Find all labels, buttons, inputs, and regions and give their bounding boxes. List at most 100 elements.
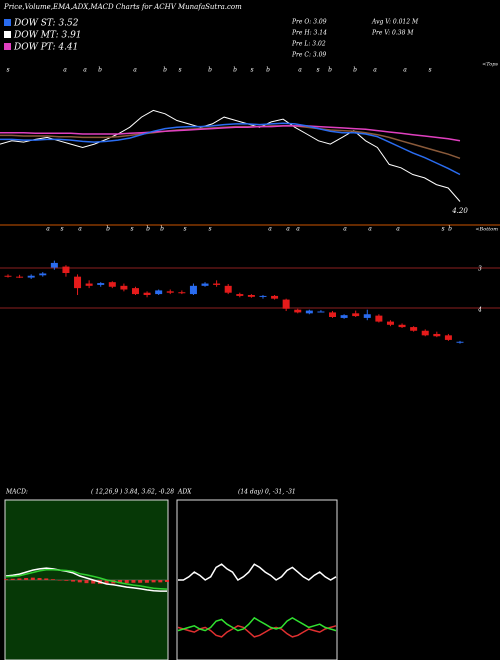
signal-marker: a: [298, 67, 302, 74]
histogram-bar: [4, 579, 8, 580]
histogram-bar: [124, 580, 129, 584]
candle-body: [375, 315, 383, 322]
candle-body: [120, 285, 128, 290]
signal-marker: a: [133, 67, 137, 74]
signal-marker: a: [403, 67, 407, 74]
signal-marker: s: [428, 67, 431, 74]
histogram-bar: [64, 580, 69, 581]
histogram-bar: [10, 578, 15, 580]
candle-body: [247, 295, 255, 297]
signal-marker: s: [60, 226, 63, 233]
candle-body: [155, 290, 163, 295]
histogram-bar: [44, 578, 49, 580]
histogram-bar: [131, 580, 136, 583]
signal-marker: b: [233, 67, 237, 74]
candle-body: [108, 282, 116, 287]
signal-marker: a: [63, 67, 67, 74]
candle-body: [189, 285, 197, 295]
candle-body: [282, 299, 290, 309]
candle-body: [62, 266, 70, 273]
panel-subtitle: ( 12,26,9 ) 3.84, 3.62, -0.28: [91, 489, 174, 496]
signal-marker: b: [106, 226, 110, 233]
histogram-bar: [104, 580, 109, 584]
histogram-bar: [118, 580, 123, 584]
info-label: Pre V: 0.38 M: [371, 30, 414, 37]
signal-marker: b: [353, 67, 357, 74]
signal-marker: b: [448, 226, 452, 233]
legend-swatch: [4, 43, 11, 50]
histogram-bar: [50, 579, 55, 580]
candle-body: [27, 275, 35, 278]
legend-label: DOW MT: 3.91: [13, 31, 82, 41]
panel-subtitle: (14 day) 0, -31, -31: [238, 489, 296, 496]
candle-body: [236, 294, 244, 296]
signal-marker: a: [286, 226, 290, 233]
info-label: Avg V: 0.012 M: [371, 19, 419, 26]
candle-body: [166, 291, 174, 293]
candle-body: [340, 315, 348, 318]
candle-body: [305, 310, 313, 314]
signal-marker: a: [296, 226, 300, 233]
signal-marker: a: [396, 226, 400, 233]
page-title: Price,Volume,EMA,ADX,MACD Charts for ACH…: [3, 3, 242, 11]
candle-body: [444, 335, 452, 340]
candle-body: [85, 283, 93, 286]
signal-marker: s: [316, 67, 319, 74]
candle-body: [97, 283, 105, 285]
candle-body: [39, 273, 47, 276]
signal-marker: a: [373, 67, 377, 74]
candle-body: [178, 292, 186, 294]
candle-body: [329, 312, 337, 317]
info-label: Pre O: 3.09: [291, 19, 327, 26]
candle-body: [421, 330, 429, 336]
series-line: [5, 568, 168, 590]
histogram-bar: [17, 578, 22, 580]
signal-marker: b: [146, 226, 150, 233]
candle-body: [4, 275, 12, 277]
histogram-bar: [71, 580, 76, 582]
signal-marker: s: [250, 67, 253, 74]
signal-marker: a: [83, 67, 87, 74]
candle-body: [456, 341, 464, 343]
candle-body: [352, 313, 360, 317]
histogram-bar: [138, 580, 143, 583]
histogram-bar: [158, 580, 163, 583]
histogram-bar: [165, 580, 169, 582]
signal-marker: b: [98, 67, 102, 74]
info-label: Pre H: 3.14: [291, 30, 327, 37]
level-label: 3: [478, 266, 482, 273]
info-label: Pre L: 3.02: [291, 41, 326, 48]
signal-marker: a: [368, 226, 372, 233]
signal-marker: s: [183, 226, 186, 233]
candle-body: [143, 292, 151, 295]
histogram-bar: [30, 577, 35, 580]
last-price: 4.20: [451, 207, 468, 215]
series-line: [5, 567, 167, 592]
candle-body: [363, 314, 371, 318]
candle-body: [16, 276, 24, 278]
level-label: 4: [477, 307, 482, 314]
signal-marker: s: [208, 226, 211, 233]
signal-marker: b: [266, 67, 270, 74]
candle-body: [224, 285, 232, 293]
signal-marker: b: [160, 226, 164, 233]
histogram-bar: [91, 580, 96, 584]
series-line: [177, 624, 337, 638]
panel-title: MACD:: [5, 489, 28, 496]
histogram-bar: [57, 580, 62, 581]
panel-title: ADX: [177, 489, 192, 496]
signal-marker: a: [78, 226, 82, 233]
signal-marker: b: [208, 67, 212, 74]
marker-caption: <Tops: [482, 62, 498, 68]
signal-marker: s: [6, 67, 9, 74]
series-line: [0, 122, 461, 176]
candle-body: [317, 311, 325, 313]
candle-body: [386, 321, 394, 325]
histogram-bar: [151, 580, 156, 583]
info-label: Pre C: 3.09: [291, 52, 326, 59]
series-line: [178, 563, 337, 581]
signal-marker: a: [343, 226, 347, 233]
histogram-bar: [24, 578, 29, 580]
candle-body: [410, 327, 418, 331]
